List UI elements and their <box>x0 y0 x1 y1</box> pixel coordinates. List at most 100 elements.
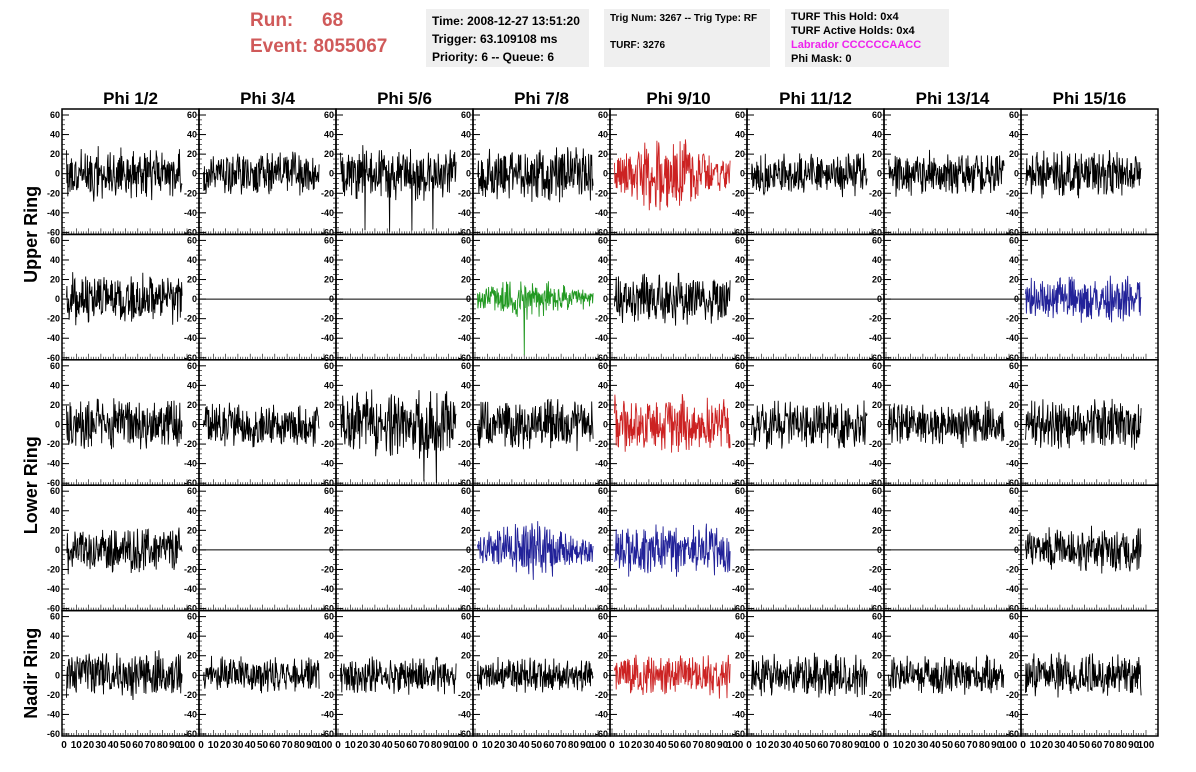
y-tick-label: 60 <box>50 361 60 371</box>
y-tick-label: 60 <box>50 486 60 496</box>
y-tick-label: 20 <box>872 275 882 285</box>
run-value: 68 <box>322 10 344 31</box>
y-tick-label: -40 <box>1006 459 1019 469</box>
y-tick-label: 60 <box>872 110 882 120</box>
y-tick-label: 60 <box>598 110 608 120</box>
y-tick-label: 0 <box>740 294 745 304</box>
y-tick-label: 60 <box>872 486 882 496</box>
waveform-series <box>1025 398 1142 450</box>
turf-active-holds-text: TURF Active Holds: 0x4 <box>791 25 915 37</box>
y-tick-label: -20 <box>321 564 334 574</box>
y-tick-label: 60 <box>1009 612 1019 622</box>
y-tick-label: 0 <box>603 670 608 680</box>
time-text: Time: 2008-12-27 13:51:20 <box>432 14 580 28</box>
y-tick-label: 0 <box>1014 420 1019 430</box>
y-tick-label: -60 <box>1006 604 1019 614</box>
x-tick-label: 20 <box>357 740 369 751</box>
y-tick-label: -20 <box>184 314 197 324</box>
y-tick-label: -40 <box>732 333 745 343</box>
x-tick-label: 0 <box>746 740 752 751</box>
x-tick-label: 70 <box>419 740 431 751</box>
y-tick-label: -20 <box>47 314 60 324</box>
y-tick-label: 0 <box>877 670 882 680</box>
x-tick-label: 10 <box>482 740 494 751</box>
y-tick-label: 0 <box>740 420 745 430</box>
y-tick-label: 40 <box>598 130 608 140</box>
x-tick-label: 10 <box>756 740 768 751</box>
y-tick-label: 0 <box>329 545 334 555</box>
y-tick-label: 20 <box>461 275 471 285</box>
y-tick-label: -40 <box>458 709 471 719</box>
y-tick-label: 40 <box>324 255 334 265</box>
y-tick-label: 20 <box>872 651 882 661</box>
y-tick-label: -60 <box>184 353 197 363</box>
y-tick-label: 0 <box>877 420 882 430</box>
ring-label: Lower Ring <box>21 436 41 534</box>
y-tick-label: -40 <box>47 709 60 719</box>
column-title: Phi 1/2 <box>103 89 158 108</box>
y-tick-label: -20 <box>47 564 60 574</box>
y-tick-label: 0 <box>740 169 745 179</box>
y-tick-label: -40 <box>47 584 60 594</box>
turf-info-box: TURF This Hold: 0x4 TURF Active Holds: 0… <box>785 9 949 67</box>
waveform-series <box>203 655 320 694</box>
y-tick-label: -40 <box>184 584 197 594</box>
y-tick-label: -60 <box>321 729 334 739</box>
event-value: 8055067 <box>313 36 388 57</box>
y-tick-label: -40 <box>321 709 334 719</box>
y-tick-label: -40 <box>47 333 60 343</box>
y-tick-label: 60 <box>872 612 882 622</box>
y-tick-label: -60 <box>47 227 60 237</box>
y-tick-label: -40 <box>732 709 745 719</box>
x-tick-label: 30 <box>643 740 655 751</box>
y-tick-label: -20 <box>869 564 882 574</box>
waveform-series <box>614 523 731 577</box>
x-tick-label: 40 <box>1067 740 1079 751</box>
x-tick-label: 100 <box>316 740 333 751</box>
trig-info-box: Trig Num: 3267 -- Trig Type: RF TURF: 32… <box>604 9 770 67</box>
y-tick-label: -20 <box>458 314 471 324</box>
x-tick-label: 50 <box>668 740 680 751</box>
y-tick-label: -40 <box>1006 333 1019 343</box>
y-tick-label: -60 <box>458 227 471 237</box>
y-tick-label: -40 <box>184 208 197 218</box>
y-tick-label: 40 <box>1009 255 1019 265</box>
y-tick-label: -40 <box>47 459 60 469</box>
panel-frame <box>883 484 1022 612</box>
column-title: Phi 3/4 <box>240 89 295 108</box>
waveform-series <box>340 656 457 695</box>
x-tick-label: 100 <box>864 740 881 751</box>
x-tick-label: 20 <box>631 740 643 751</box>
y-tick-label: -20 <box>869 188 882 198</box>
x-tick-label: 10 <box>619 740 631 751</box>
y-tick-label: 60 <box>324 235 334 245</box>
x-tick-label: 50 <box>942 740 954 751</box>
y-tick-label: 40 <box>461 130 471 140</box>
y-tick-label: 20 <box>324 275 334 285</box>
y-tick-label: 40 <box>735 631 745 641</box>
y-tick-label: -60 <box>458 353 471 363</box>
y-tick-label: 60 <box>735 235 745 245</box>
x-tick-label: 10 <box>893 740 905 751</box>
y-tick-label: 20 <box>50 149 60 159</box>
y-tick-label: -40 <box>184 459 197 469</box>
y-tick-label: -20 <box>869 439 882 449</box>
y-tick-label: -40 <box>732 459 745 469</box>
column-title: Phi 15/16 <box>1053 89 1127 108</box>
y-tick-label: 20 <box>1009 275 1019 285</box>
panel-frame <box>746 233 885 361</box>
waveform-series <box>614 272 731 326</box>
y-tick-label: 40 <box>324 631 334 641</box>
y-tick-label: -20 <box>184 690 197 700</box>
y-tick-label: -60 <box>595 729 608 739</box>
y-tick-label: 20 <box>50 400 60 410</box>
x-tick-label: 10 <box>1030 740 1042 751</box>
y-tick-label: 20 <box>598 525 608 535</box>
x-tick-label: 30 <box>232 740 244 751</box>
x-tick-label: 100 <box>727 740 744 751</box>
x-tick-label: 100 <box>179 740 196 751</box>
y-tick-label: 40 <box>1009 631 1019 641</box>
y-tick-label: -40 <box>458 208 471 218</box>
y-tick-label: 40 <box>324 380 334 390</box>
y-tick-label: -60 <box>1006 478 1019 488</box>
